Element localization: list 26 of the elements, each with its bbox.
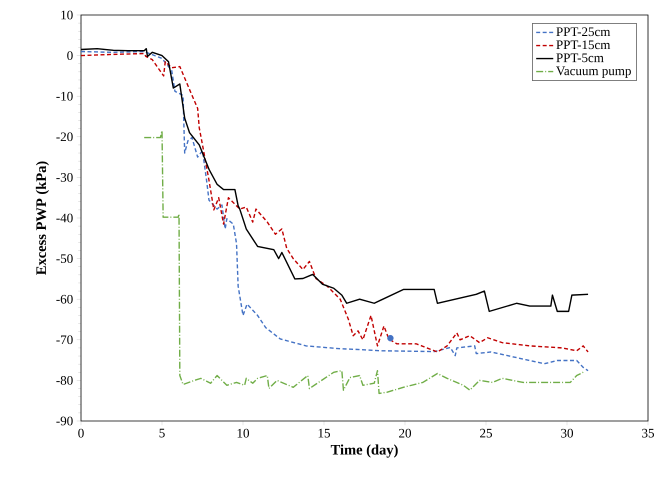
x-axis-title: Time (day) [330, 444, 398, 458]
y-tick-label: -90 [56, 416, 73, 426]
legend-label: Vacuum pump [556, 66, 631, 78]
x-tick-label: 10 [238, 428, 250, 438]
x-tick-label: 25 [480, 428, 492, 438]
y-axis-title: Excess PWP (kPa) [36, 161, 50, 275]
x-tick-label: 0 [78, 428, 84, 438]
y-tick-label: 0 [67, 51, 73, 60]
legend-label: PPT-5cm [556, 54, 604, 62]
legend-label: PPT-25cm [556, 27, 610, 36]
y-tick-label: -70 [56, 335, 73, 344]
x-tick-label: 30 [561, 428, 574, 438]
y-tick-label: -30 [56, 173, 73, 182]
line-series [143, 130, 584, 394]
y-tick-label: -40 [56, 214, 73, 222]
y-tick-label: -50 [56, 254, 73, 263]
x-tick-label: 5 [160, 428, 165, 438]
x-tick-label: 15 [318, 428, 330, 438]
y-tick-label: -60 [56, 294, 73, 304]
legend-label: PPT-15cm [556, 40, 610, 50]
y-tick-label: 10 [61, 10, 73, 20]
y-tick-label: -80 [56, 376, 73, 385]
x-tick-label: 35 [642, 428, 654, 438]
y-tick-label: -20 [56, 132, 73, 142]
y-tick-label: -10 [56, 92, 73, 101]
x-tick-label: 20 [399, 428, 412, 438]
